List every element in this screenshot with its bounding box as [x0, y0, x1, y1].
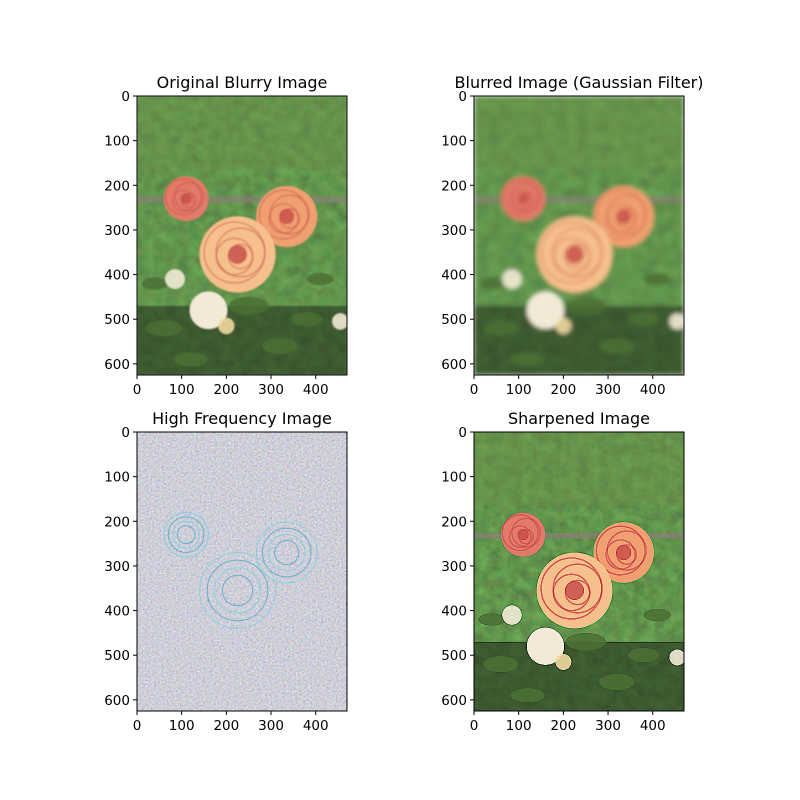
leaf: [307, 273, 334, 285]
x-tick-label: 300: [595, 382, 621, 398]
y-tick-label: 400: [104, 604, 130, 620]
x-tick-label: 100: [506, 382, 532, 398]
y-tick-label: 500: [441, 312, 467, 328]
y-tick-label: 400: [441, 268, 467, 284]
x-tick-label: 300: [595, 718, 621, 734]
y-tick-label: 600: [104, 357, 130, 373]
y-tick-label: 100: [104, 134, 130, 150]
leaf: [262, 338, 298, 354]
leaf: [483, 320, 519, 336]
panel-sharpened-image: Sharpened Image 0 100 200 300 400 0 100 200 300 40…: [441, 409, 685, 734]
x-tick-label: 100: [506, 718, 532, 734]
x-tick-label: 400: [640, 718, 666, 734]
leaf: [644, 273, 671, 285]
leaf: [566, 633, 606, 651]
leaf: [599, 674, 635, 690]
y-tick-label: 300: [104, 223, 130, 239]
y-tick-label: 0: [121, 425, 130, 441]
leaf: [511, 352, 545, 366]
rose-flower: [200, 216, 276, 292]
y-tick-label: 300: [441, 559, 467, 575]
x-tick-label: 200: [550, 382, 576, 398]
leaf: [644, 609, 671, 621]
y-tick-label: 0: [458, 425, 467, 441]
x-tick-label: 0: [133, 718, 142, 734]
y-tick-label: 500: [441, 648, 467, 664]
panel-high-frequency-image: High Frequency Image 0 100 200 300 400 0 100 200…: [104, 409, 347, 734]
leaf: [174, 352, 208, 366]
x-tick-label: 0: [470, 718, 479, 734]
leaf: [146, 320, 182, 336]
panel-title: High Frequency Image: [152, 409, 332, 428]
y-tick-label: 200: [441, 514, 467, 530]
x-tick-label: 200: [550, 718, 576, 734]
rose-flower: [501, 176, 546, 221]
y-tick-label: 300: [441, 223, 467, 239]
leaf: [141, 277, 168, 289]
panel-blurred-image-gaussian: Blurred Image (Gaussian Filter)0 100 200 30…: [441, 73, 703, 398]
x-tick-label: 300: [258, 382, 284, 398]
y-tick-label: 600: [441, 693, 467, 709]
y-tick-label: 400: [104, 268, 130, 284]
y-tick-label: 0: [458, 89, 467, 105]
rose-flower: [501, 512, 546, 557]
panel-title: Sharpened Image: [508, 409, 650, 428]
y-tick-label: 300: [104, 559, 130, 575]
y-tick-label: 100: [441, 470, 467, 486]
x-tick-label: 400: [303, 718, 329, 734]
rose-flower: [537, 552, 613, 628]
y-tick-label: 600: [104, 693, 130, 709]
x-tick-label: 300: [258, 718, 284, 734]
leaf: [511, 688, 545, 702]
leaf: [291, 312, 322, 326]
leaf: [483, 656, 519, 672]
leaf: [478, 613, 505, 625]
x-tick-label: 100: [169, 382, 195, 398]
y-tick-label: 200: [104, 178, 130, 194]
x-tick-label: 200: [213, 382, 239, 398]
leaf: [478, 277, 505, 289]
x-tick-label: 200: [213, 718, 239, 734]
rose-flower: [537, 216, 613, 292]
x-tick-label: 400: [303, 382, 329, 398]
leaf: [628, 648, 659, 662]
panel-title: Original Blurry Image: [157, 73, 328, 92]
y-tick-label: 400: [441, 604, 467, 620]
y-tick-label: 100: [441, 134, 467, 150]
y-tick-label: 200: [104, 514, 130, 530]
x-tick-label: 0: [133, 382, 142, 398]
y-tick-label: 600: [441, 357, 467, 373]
x-tick-label: 0: [470, 382, 479, 398]
panel-title: Blurred Image (Gaussian Filter): [455, 73, 704, 92]
panel-original-blurry-image: Original Blurry Image 0 100 200 300 400 0 100 20…: [104, 73, 348, 398]
y-tick-label: 500: [104, 312, 130, 328]
leaf: [566, 297, 606, 315]
rose-flower: [164, 176, 209, 221]
leaf: [599, 338, 635, 354]
y-tick-label: 100: [104, 470, 130, 486]
y-tick-label: 200: [441, 178, 467, 194]
y-tick-label: 0: [121, 89, 130, 105]
y-tick-label: 500: [104, 648, 130, 664]
x-tick-label: 400: [640, 382, 666, 398]
leaf: [229, 297, 269, 315]
leaf: [628, 312, 659, 326]
x-tick-label: 100: [169, 718, 195, 734]
